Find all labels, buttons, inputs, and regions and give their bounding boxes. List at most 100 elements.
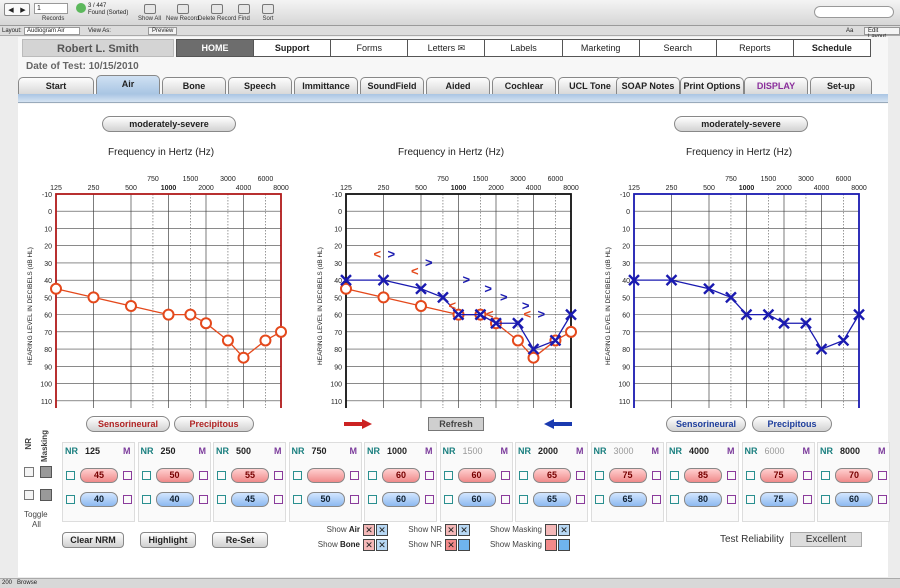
show-all-button[interactable]: Show All <box>138 4 161 22</box>
right-threshold-value[interactable]: 50 <box>155 468 194 483</box>
audiogram-combined[interactable]: -100102030405060708090100110120125250500… <box>308 158 583 408</box>
nr-checkbox-top[interactable] <box>66 471 75 480</box>
nr-checkbox-top[interactable] <box>443 471 453 480</box>
nr-checkbox-bottom[interactable] <box>368 495 377 504</box>
masking-checkbox-bottom[interactable] <box>198 495 208 504</box>
nr-checkbox-top[interactable] <box>292 471 302 480</box>
nav-forms[interactable]: Forms <box>330 39 409 57</box>
nr-checkbox-top[interactable] <box>368 471 377 480</box>
masking-checkbox-top[interactable] <box>349 471 359 480</box>
find-button[interactable]: Find <box>238 4 250 22</box>
masking-checkbox-top[interactable] <box>651 471 661 480</box>
search-input[interactable] <box>814 6 894 18</box>
right-threshold-value[interactable]: 75 <box>608 468 647 483</box>
nr-checkbox-bottom[interactable] <box>594 495 604 504</box>
left-threshold-value[interactable]: 60 <box>835 492 873 507</box>
tab-speech[interactable]: Speech <box>228 77 292 94</box>
show-masking-right-checkbox-1[interactable] <box>545 524 557 536</box>
show-masking-left-checkbox-1[interactable]: ✕ <box>558 524 570 536</box>
show-nr-left-checkbox-2[interactable] <box>458 539 470 551</box>
tab-set-up[interactable]: Set-up <box>810 77 872 94</box>
nr-checkbox-bottom[interactable] <box>670 495 679 504</box>
left-degree-button[interactable]: moderately-severe <box>102 116 236 132</box>
record-nav-arrows[interactable]: ◀ ▶ <box>4 3 30 16</box>
show-nr-left-checkbox-1[interactable]: ✕ <box>458 524 470 536</box>
masking-checkbox-top[interactable] <box>500 471 510 480</box>
nr-checkbox-bottom[interactable] <box>66 495 75 504</box>
masking-checkbox-bottom[interactable] <box>123 495 132 504</box>
right-threshold-value[interactable]: 55 <box>231 468 269 483</box>
nr-toggle-bottom[interactable] <box>24 490 34 500</box>
edit-layout-button[interactable]: Edit Layout <box>864 27 900 40</box>
tab-print-options[interactable]: Print Options <box>680 77 744 94</box>
prev-record-icon[interactable]: ◀ <box>8 7 14 14</box>
right-threshold-value[interactable] <box>306 468 345 483</box>
left-threshold-value[interactable]: 75 <box>759 492 798 507</box>
left-threshold-value[interactable]: 40 <box>155 492 194 507</box>
tab-bone[interactable]: Bone <box>162 77 226 94</box>
masking-checkbox-top[interactable] <box>727 471 736 480</box>
masking-checkbox-top[interactable] <box>274 471 283 480</box>
right-threshold-value[interactable]: 70 <box>835 468 873 483</box>
masking-checkbox-top[interactable] <box>198 471 208 480</box>
preview-button[interactable]: Preview <box>148 27 178 35</box>
masking-checkbox-bottom[interactable] <box>500 495 510 504</box>
tab-air[interactable]: Air <box>96 75 160 94</box>
delete-record-button[interactable]: Delete Record <box>198 4 236 22</box>
left-threshold-value[interactable]: 45 <box>231 492 269 507</box>
nr-checkbox-top[interactable] <box>821 471 830 480</box>
nav-labels[interactable]: Labels <box>484 39 563 57</box>
nr-checkbox-top[interactable] <box>141 471 151 480</box>
masking-checkbox-bottom[interactable] <box>576 495 585 504</box>
tab-soap-notes[interactable]: SOAP Notes <box>616 77 680 94</box>
nav-home[interactable]: HOME <box>176 39 255 57</box>
masking-checkbox-top[interactable] <box>576 471 585 480</box>
nav-search[interactable]: Search <box>638 39 717 57</box>
clear-nrm-button[interactable]: Clear NRM <box>62 532 124 548</box>
nr-toggle-top[interactable] <box>24 467 34 477</box>
masking-toggle-bottom[interactable] <box>40 489 52 501</box>
show-masking-left-checkbox-2[interactable] <box>558 539 570 551</box>
nav-schedule[interactable]: Schedule <box>792 39 871 57</box>
aa-icon[interactable]: Aa <box>846 28 854 34</box>
right-threshold-value[interactable]: 60 <box>382 468 420 483</box>
masking-checkbox-bottom[interactable] <box>274 495 283 504</box>
nr-checkbox-bottom[interactable] <box>141 495 151 504</box>
right-arrow-red-icon[interactable] <box>344 419 372 429</box>
layout-select[interactable]: Audiogram Air <box>24 27 80 35</box>
record-number-field[interactable]: 1 <box>34 3 68 14</box>
sort-button[interactable]: Sort <box>262 4 274 22</box>
right-threshold-value[interactable]: 75 <box>759 468 798 483</box>
mode-indicator[interactable]: Browse <box>17 580 38 586</box>
nav-support[interactable]: Support <box>253 39 332 57</box>
tab-soundfield[interactable]: SoundField <box>360 77 424 94</box>
nr-checkbox-top[interactable] <box>670 471 679 480</box>
nr-checkbox-bottom[interactable] <box>821 495 830 504</box>
nr-checkbox-bottom[interactable] <box>217 495 226 504</box>
audiogram-right-ear[interactable]: -100102030405060708090100110120125250500… <box>18 158 293 408</box>
nav-reports[interactable]: Reports <box>715 39 794 57</box>
show-nr-right-checkbox-2[interactable]: ✕ <box>445 539 457 551</box>
nr-checkbox-top[interactable] <box>519 471 528 480</box>
masking-checkbox-bottom[interactable] <box>802 495 812 504</box>
left-threshold-value[interactable]: 50 <box>306 492 345 507</box>
nr-checkbox-top[interactable] <box>745 471 755 480</box>
nr-checkbox-top[interactable] <box>217 471 226 480</box>
show-masking-right-checkbox-2[interactable] <box>545 539 557 551</box>
masking-checkbox-bottom[interactable] <box>651 495 661 504</box>
nr-checkbox-bottom[interactable] <box>292 495 302 504</box>
right-threshold-value[interactable]: 65 <box>533 468 571 483</box>
masking-checkbox-bottom[interactable] <box>878 495 887 504</box>
nav-letters[interactable]: Letters ✉ <box>407 39 486 57</box>
masking-toggle-top[interactable] <box>40 466 52 478</box>
right-precipitous-button[interactable]: Precipitous <box>752 416 832 432</box>
left-threshold-value[interactable]: 40 <box>80 492 118 507</box>
tab-immittance[interactable]: Immittance <box>294 77 358 94</box>
show-air-right-checkbox[interactable]: ✕ <box>363 524 375 536</box>
nr-checkbox-bottom[interactable] <box>443 495 453 504</box>
show-bone-right-checkbox[interactable]: ✕ <box>363 539 375 551</box>
show-bone-left-checkbox[interactable]: ✕ <box>376 539 388 551</box>
right-threshold-value[interactable]: 60 <box>457 468 496 483</box>
right-degree-button[interactable]: moderately-severe <box>674 116 808 132</box>
left-sensorineural-button[interactable]: Sensorineural <box>86 416 170 432</box>
